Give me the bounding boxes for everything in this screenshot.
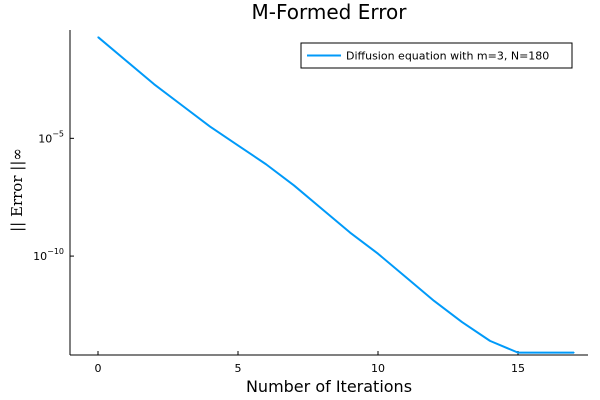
series-line-0	[97, 36, 574, 354]
x-tick-label: 5	[235, 362, 242, 375]
series-point	[573, 352, 575, 354]
legend: Diffusion equation with m=3, N=180	[300, 42, 573, 69]
series-point	[181, 104, 183, 106]
series-point	[209, 125, 211, 128]
series-layer	[97, 36, 575, 354]
series-point	[321, 208, 323, 210]
y-axis-label: || Error ||∞	[8, 148, 26, 232]
series-point	[97, 36, 99, 38]
series-point	[293, 184, 295, 187]
x-tick-label: 15	[511, 362, 525, 375]
chart-title: M-Formed Error	[252, 0, 408, 24]
series-point	[517, 352, 519, 354]
series-point	[153, 83, 155, 85]
legend-box	[300, 42, 573, 69]
x-tick-label: 10	[371, 362, 385, 375]
series-point	[433, 300, 435, 302]
series-point	[125, 60, 127, 62]
axes	[69, 30, 588, 356]
series-point	[489, 340, 491, 342]
series-point	[265, 163, 267, 165]
x-axis-label: Number of Iterations	[246, 377, 412, 396]
legend-label: Diffusion equation with m=3, N=180	[346, 50, 549, 63]
series-point	[461, 321, 463, 323]
y-tick-label: 10−10	[33, 247, 64, 263]
series-point	[545, 352, 547, 354]
series-point	[405, 276, 407, 278]
y-tick-label: 10−5	[38, 129, 64, 145]
ticks: 0 5 10 15 10−5 10−10	[33, 129, 525, 375]
series-point	[237, 144, 239, 146]
x-tick-label: 0	[95, 362, 102, 375]
series-point	[377, 253, 379, 255]
series-point	[349, 231, 351, 234]
